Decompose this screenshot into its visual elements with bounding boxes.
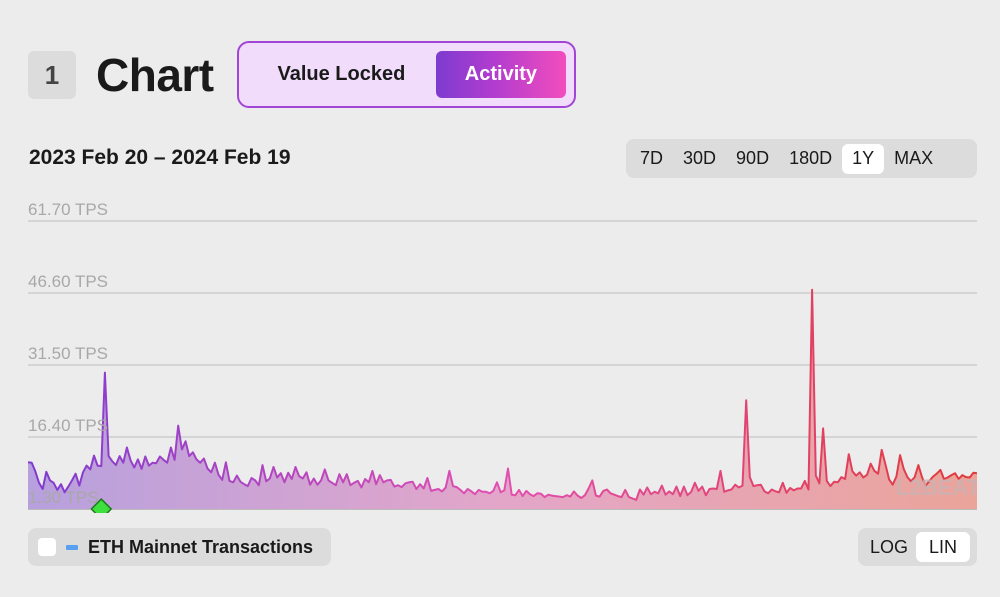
scale-log-button[interactable]: LOG	[869, 536, 908, 557]
range-7d-button[interactable]: 7D	[640, 148, 664, 168]
range-1y-button[interactable]: 1Y	[842, 143, 885, 174]
range-max-button[interactable]: MAX	[894, 148, 934, 168]
legend-checkbox[interactable]	[38, 538, 56, 556]
legend-label: ETH Mainnet Transactions	[88, 536, 314, 557]
chart-svg[interactable]: 1.30 TPS 16.40 TPS 31.50 TPS 46.60 TPS 61.70…	[28, 195, 977, 513]
chart-header: 1 Chart	[28, 42, 214, 108]
legend-eth-mainnet[interactable]: ETH Mainnet Transactions	[28, 528, 331, 566]
range-selector: 7D 30D 90D 180D 1Y MAX	[626, 139, 977, 178]
page-title: Chart	[96, 49, 214, 101]
legend-swatch	[66, 544, 78, 550]
tab-activity[interactable]: Activity	[435, 51, 566, 98]
y-tick-label: 31.50 TPS	[28, 344, 108, 363]
tab-value-locked[interactable]: Value Locked	[277, 63, 406, 85]
scale-selector: LOG LIN	[858, 528, 977, 566]
range-180d-button[interactable]: 180D	[789, 148, 833, 168]
timeline-marker[interactable]	[90, 498, 113, 513]
y-tick-label: 1.30 TPS	[28, 488, 99, 507]
section-number: 1	[28, 51, 76, 99]
y-tick-label: 16.40 TPS	[28, 416, 108, 435]
y-tick-label: 61.70 TPS	[28, 200, 108, 219]
y-tick-label: 46.60 TPS	[28, 272, 108, 291]
metric-tabs: Value Locked Activity	[237, 41, 576, 108]
range-30d-button[interactable]: 30D	[683, 148, 717, 168]
scale-lin-button[interactable]: LIN	[916, 532, 970, 562]
l2beat-watermark: L2BEAT	[896, 475, 977, 500]
activity-chart[interactable]: 1.30 TPS 16.40 TPS 31.50 TPS 46.60 TPS 61.70…	[28, 195, 977, 513]
range-90d-button[interactable]: 90D	[736, 148, 770, 168]
series-line	[28, 288, 977, 501]
date-range: 2023 Feb 20 – 2024 Feb 19	[29, 146, 291, 169]
series-area	[28, 289, 977, 509]
